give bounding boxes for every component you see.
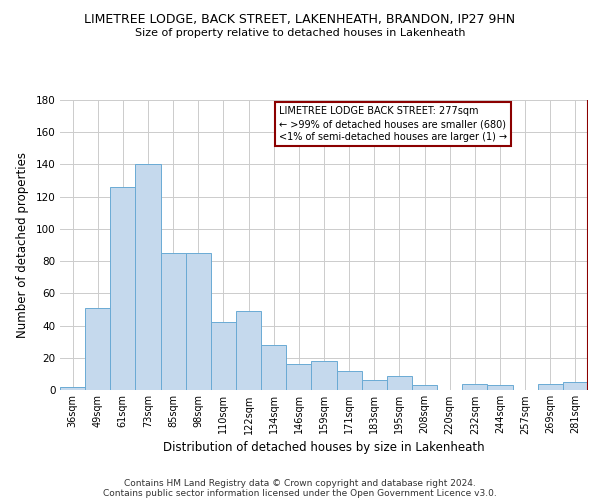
- Bar: [186, 253, 211, 390]
- Text: LIMETREE LODGE BACK STREET: 277sqm
← >99% of detached houses are smaller (680)
<: LIMETREE LODGE BACK STREET: 277sqm ← >99…: [279, 106, 507, 142]
- Bar: [563, 382, 588, 390]
- Bar: [286, 364, 311, 390]
- Bar: [161, 253, 186, 390]
- Text: Contains public sector information licensed under the Open Government Licence v3: Contains public sector information licen…: [103, 488, 497, 498]
- Bar: [136, 164, 161, 390]
- Bar: [412, 385, 437, 390]
- Bar: [387, 376, 412, 390]
- Bar: [462, 384, 487, 390]
- Bar: [110, 187, 136, 390]
- X-axis label: Distribution of detached houses by size in Lakenheath: Distribution of detached houses by size …: [163, 440, 485, 454]
- Bar: [261, 345, 286, 390]
- Text: Size of property relative to detached houses in Lakenheath: Size of property relative to detached ho…: [135, 28, 465, 38]
- Bar: [337, 370, 362, 390]
- Bar: [311, 361, 337, 390]
- Bar: [538, 384, 563, 390]
- Y-axis label: Number of detached properties: Number of detached properties: [16, 152, 29, 338]
- Bar: [85, 308, 110, 390]
- Text: Contains HM Land Registry data © Crown copyright and database right 2024.: Contains HM Land Registry data © Crown c…: [124, 478, 476, 488]
- Bar: [487, 385, 512, 390]
- Bar: [60, 387, 85, 390]
- Bar: [236, 311, 261, 390]
- Bar: [211, 322, 236, 390]
- Text: LIMETREE LODGE, BACK STREET, LAKENHEATH, BRANDON, IP27 9HN: LIMETREE LODGE, BACK STREET, LAKENHEATH,…: [85, 12, 515, 26]
- Bar: [362, 380, 387, 390]
